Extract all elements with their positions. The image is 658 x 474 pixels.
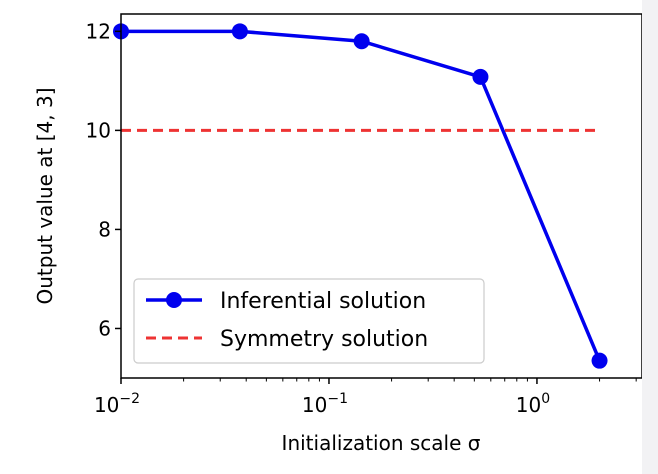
legend-label-inferential: Inferential solution bbox=[220, 289, 426, 314]
legend-label-symmetry: Symmetry solution bbox=[220, 327, 428, 352]
y-tick-label: 8 bbox=[98, 217, 111, 241]
window-edge bbox=[642, 0, 658, 474]
figure: 6 8 10 12 10−2 10−1 100 Initialization scale … bbox=[33, 13, 642, 455]
data-point bbox=[591, 352, 608, 369]
data-point bbox=[231, 23, 248, 40]
y-tick-label: 6 bbox=[98, 316, 111, 340]
y-axis-label: Output value at [4, 3] bbox=[33, 87, 57, 304]
legend: Inferential solution Symmetry solution bbox=[133, 278, 485, 364]
x-tick-label: 10−2 bbox=[94, 391, 140, 417]
data-point bbox=[353, 33, 370, 50]
y-tick-label: 12 bbox=[86, 19, 111, 43]
x-tick-label: 100 bbox=[516, 391, 550, 417]
line-chart: 6 8 10 12 10−2 10−1 100 Initialization scale … bbox=[33, 13, 642, 455]
x-tick-label: 10−1 bbox=[302, 391, 348, 417]
x-axis: 10−2 10−1 100 bbox=[94, 378, 637, 417]
x-axis-label: Initialization scale σ bbox=[282, 431, 481, 455]
legend-marker-inferential bbox=[166, 292, 182, 308]
data-point bbox=[472, 68, 489, 85]
plot-frame bbox=[120, 13, 642, 379]
legend-box bbox=[133, 278, 485, 364]
y-tick-label: 10 bbox=[86, 118, 111, 142]
y-axis: 6 8 10 12 bbox=[86, 19, 121, 340]
